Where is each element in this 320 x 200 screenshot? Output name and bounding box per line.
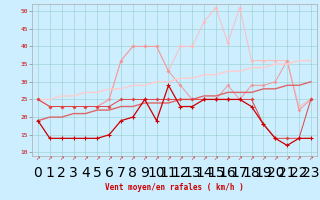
X-axis label: Vent moyen/en rafales ( km/h ): Vent moyen/en rafales ( km/h ) (105, 183, 244, 192)
